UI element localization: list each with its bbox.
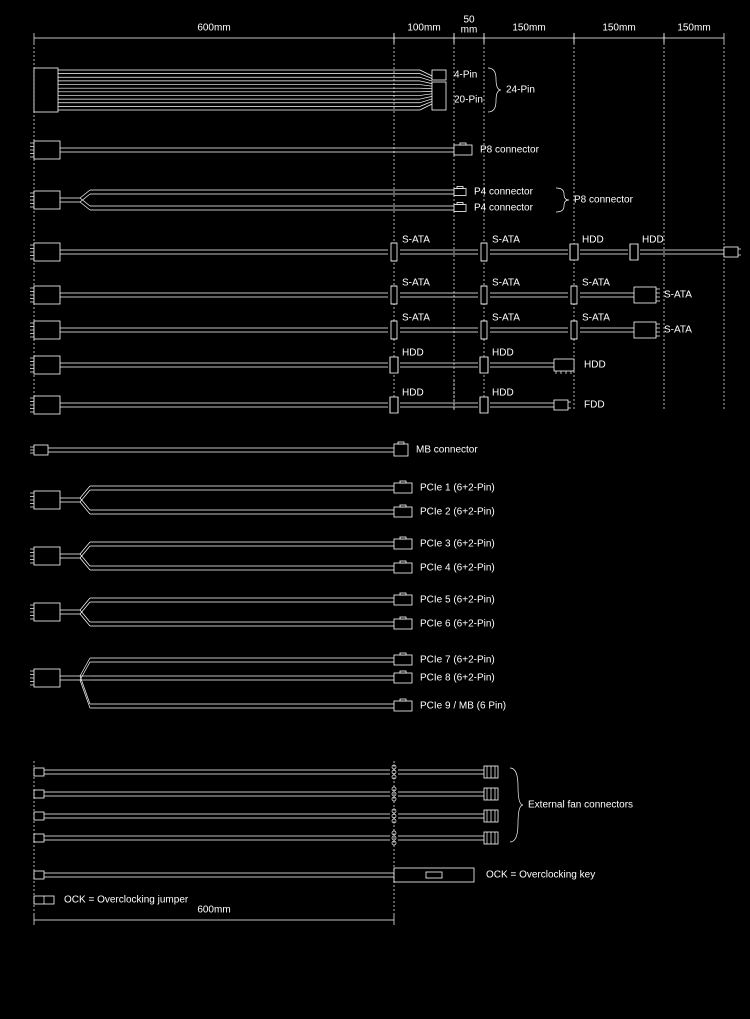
svg-text:S-ATA: S-ATA xyxy=(492,235,520,246)
svg-text:OCK = Overclocking jumper: OCK = Overclocking jumper xyxy=(64,895,189,906)
svg-text:HDD: HDD xyxy=(642,235,664,246)
svg-text:HDD: HDD xyxy=(492,348,514,359)
svg-text:mm: mm xyxy=(461,25,478,36)
svg-text:4-Pin: 4-Pin xyxy=(454,70,477,81)
svg-text:P8 connector: P8 connector xyxy=(480,145,540,156)
svg-text:20-Pin: 20-Pin xyxy=(454,95,483,106)
svg-text:24-Pin: 24-Pin xyxy=(506,85,535,96)
cable-fan4 xyxy=(34,834,44,842)
svg-text:HDD: HDD xyxy=(402,348,424,359)
svg-text:External fan connectors: External fan connectors xyxy=(528,800,633,811)
svg-text:100mm: 100mm xyxy=(407,23,440,34)
svg-text:600mm: 600mm xyxy=(197,905,230,916)
svg-text:PCIe 8 (6+2-Pin): PCIe 8 (6+2-Pin) xyxy=(420,673,495,684)
svg-text:S-ATA: S-ATA xyxy=(402,278,430,289)
svg-text:S-ATA: S-ATA xyxy=(582,278,610,289)
cable-mb: MB connector xyxy=(416,445,478,456)
svg-text:OCK = Overclocking key: OCK = Overclocking key xyxy=(486,870,595,881)
svg-text:150mm: 150mm xyxy=(602,23,635,34)
svg-text:S-ATA: S-ATA xyxy=(664,325,692,336)
svg-text:HDD: HDD xyxy=(582,235,604,246)
svg-text:S-ATA: S-ATA xyxy=(402,313,430,324)
svg-text:FDD: FDD xyxy=(584,400,605,411)
svg-text:PCIe 4 (6+2-Pin): PCIe 4 (6+2-Pin) xyxy=(420,563,495,574)
svg-text:P4 connector: P4 connector xyxy=(474,187,534,198)
svg-text:S-ATA: S-ATA xyxy=(492,278,520,289)
cable-fan3 xyxy=(34,812,44,820)
svg-text:HDD: HDD xyxy=(402,388,424,399)
svg-text:PCIe 2 (6+2-Pin): PCIe 2 (6+2-Pin) xyxy=(420,507,495,518)
svg-text:MB connector: MB connector xyxy=(416,445,478,456)
cable-fan2 xyxy=(34,790,44,798)
svg-text:S-ATA: S-ATA xyxy=(492,313,520,324)
svg-text:P4 connector: P4 connector xyxy=(474,203,534,214)
svg-text:PCIe 7 (6+2-Pin): PCIe 7 (6+2-Pin) xyxy=(420,655,495,666)
svg-text:PCIe 9 / MB (6 Pin): PCIe 9 / MB (6 Pin) xyxy=(420,701,506,712)
svg-text:PCIe 1 (6+2-Pin): PCIe 1 (6+2-Pin) xyxy=(420,483,495,494)
cable-fan1 xyxy=(34,768,44,776)
cable-pcie789: PCIe 7 (6+2-Pin) PCIe 8 (6+2-Pin) PCIe 9 /… xyxy=(420,655,506,712)
svg-text:S-ATA: S-ATA xyxy=(664,290,692,301)
svg-text:HDD: HDD xyxy=(492,388,514,399)
svg-text:S-ATA: S-ATA xyxy=(582,313,610,324)
svg-text:150mm: 150mm xyxy=(512,23,545,34)
svg-text:PCIe 5 (6+2-Pin): PCIe 5 (6+2-Pin) xyxy=(420,595,495,606)
svg-text:HDD: HDD xyxy=(584,360,606,371)
svg-text:PCIe 3 (6+2-Pin): PCIe 3 (6+2-Pin) xyxy=(420,539,495,550)
cable-p8: P8 connector xyxy=(480,145,540,156)
svg-text:P8 connector: P8 connector xyxy=(574,195,634,206)
svg-text:600mm: 600mm xyxy=(197,23,230,34)
svg-text:150mm: 150mm xyxy=(677,23,710,34)
svg-text:PCIe 6 (6+2-Pin): PCIe 6 (6+2-Pin) xyxy=(420,619,495,630)
psu-cable-diagram: 600mm100mm50mm150mm150mm150mm4-Pin20-Pin… xyxy=(0,0,750,1019)
svg-text:S-ATA: S-ATA xyxy=(402,235,430,246)
